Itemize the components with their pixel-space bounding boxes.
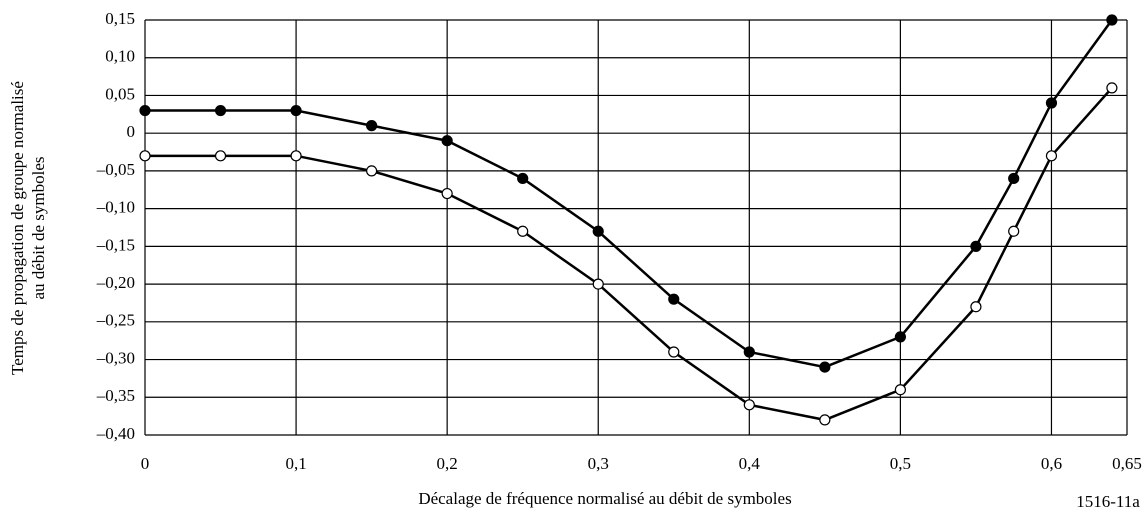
y-tick-label: 0,05 xyxy=(105,84,135,103)
series-line xyxy=(145,87,1113,422)
x-tick-label: 0,1 xyxy=(285,454,306,473)
point xyxy=(1008,172,1020,185)
point xyxy=(668,293,680,305)
point xyxy=(743,346,755,358)
x-tick-label: 0,65 xyxy=(1112,454,1142,473)
y-tick-label: –0,30 xyxy=(96,348,135,367)
point xyxy=(441,135,453,147)
y-axis-label: Temps de propagation de groupe normalisé xyxy=(8,81,27,375)
point xyxy=(517,225,529,237)
point xyxy=(1106,82,1118,94)
point xyxy=(592,278,604,290)
point xyxy=(743,399,755,411)
y-tick-label: –0,35 xyxy=(96,386,135,405)
point xyxy=(139,150,151,162)
x-tick-label: 0,3 xyxy=(588,454,609,473)
point xyxy=(819,414,831,426)
point xyxy=(668,346,680,358)
x-tick-label: 0,6 xyxy=(1041,454,1062,473)
y-tick-label: –0,15 xyxy=(96,235,135,254)
point xyxy=(970,301,982,313)
point xyxy=(139,104,151,117)
x-tick-label: 0,4 xyxy=(739,454,761,473)
y-tick-label: 0 xyxy=(127,122,136,141)
point xyxy=(970,240,982,252)
point xyxy=(592,225,604,237)
y-tick-label: –0,25 xyxy=(96,311,135,330)
point xyxy=(1106,14,1118,26)
x-tick-label: 0 xyxy=(141,454,150,473)
point xyxy=(214,150,227,162)
point xyxy=(441,187,453,200)
y-tick-label: –0,40 xyxy=(96,424,135,443)
point xyxy=(290,150,302,162)
y-tick-label: 0,15 xyxy=(105,9,135,28)
y-tick-label: –0,10 xyxy=(96,198,135,217)
point xyxy=(1008,225,1020,237)
point xyxy=(366,120,378,132)
point xyxy=(517,172,529,185)
x-tick-label: 0,2 xyxy=(437,454,458,473)
point xyxy=(366,165,378,177)
point xyxy=(894,331,906,343)
y-axis-label: au débit de symboles xyxy=(29,156,48,299)
point xyxy=(894,384,906,396)
y-tick-label: –0,20 xyxy=(96,273,135,292)
point xyxy=(1045,150,1058,162)
point xyxy=(819,361,831,373)
y-tick-label: –0,05 xyxy=(96,160,135,179)
point xyxy=(1045,97,1058,109)
figure-id: 1516-11a xyxy=(1076,492,1140,511)
x-tick-label: 0,5 xyxy=(890,454,911,473)
point xyxy=(214,104,227,117)
point xyxy=(290,104,302,117)
y-tick-label: 0,10 xyxy=(105,47,135,66)
x-axis-label: Décalage de fréquence normalisé au débit… xyxy=(418,489,791,508)
